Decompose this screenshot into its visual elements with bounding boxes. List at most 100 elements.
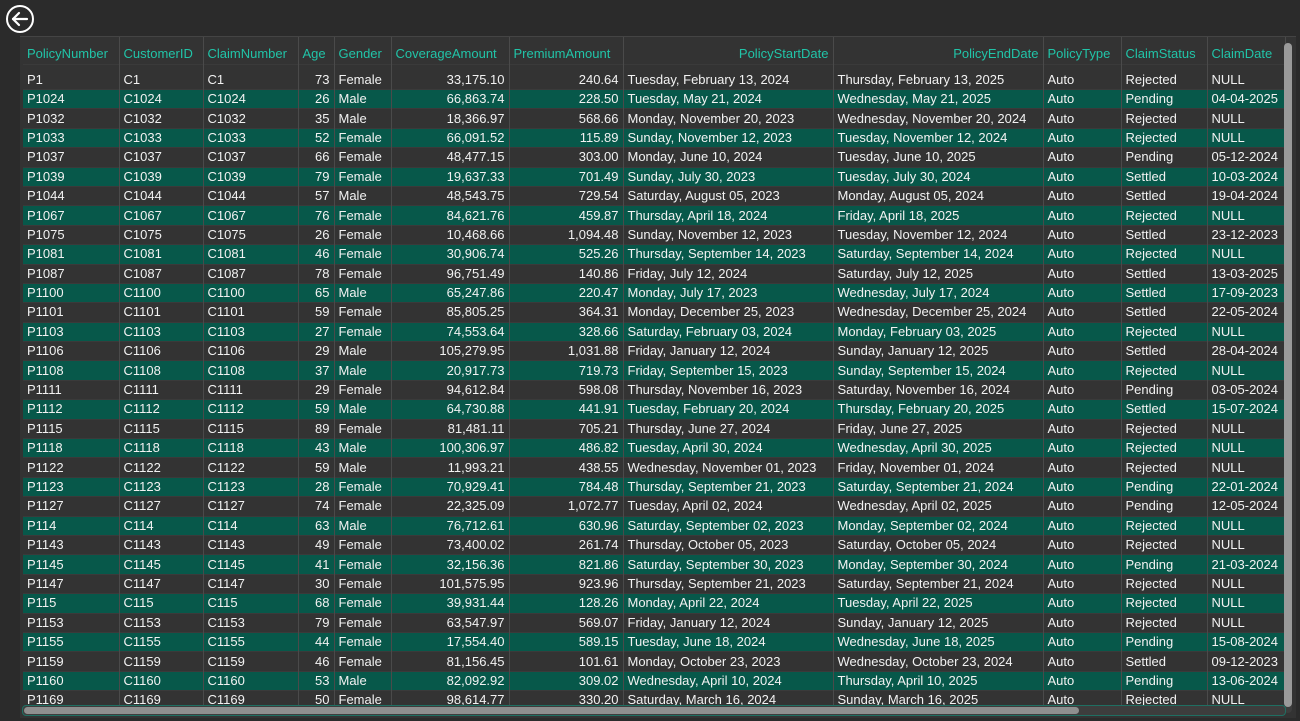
table-row[interactable]: P1100 C1100 C1100 65 Male 65,247.86 220.47 Mond… xyxy=(23,282,1286,303)
cell-policynumber: P1106 xyxy=(23,341,120,361)
table-row[interactable]: P1159 C1159 C1159 46 Female 81,156.45 101.61 Mo… xyxy=(23,651,1286,672)
column-header-policytype[interactable]: PolicyType xyxy=(1043,37,1122,65)
cell-claimdate: NULL xyxy=(1207,438,1286,458)
cell-policystartdate: Tuesday, February 13, 2024 xyxy=(623,64,834,90)
cell-claimstatus: Settled xyxy=(1121,185,1208,206)
cell-claimstatus: Rejected xyxy=(1121,244,1208,265)
cell-claimstatus: Rejected xyxy=(1121,438,1208,458)
column-header-policyenddate[interactable]: PolicyEndDate xyxy=(833,37,1044,65)
table-row[interactable]: P1145 C1145 C1145 41 Female 32,156.36 821.86 Sa… xyxy=(23,554,1286,575)
cell-claimdate: 15-08-2024 xyxy=(1207,631,1286,652)
table-row[interactable]: P1155 C1155 C1155 44 Female 17,554.40 589.15 Tu… xyxy=(23,631,1286,652)
top-bar xyxy=(0,0,1300,36)
cell-age: 28 xyxy=(298,476,335,497)
table-row[interactable]: P1112 C1112 C1112 59 Male 64,730.88 441.91 Tues… xyxy=(23,399,1286,420)
back-button[interactable] xyxy=(5,4,35,34)
table-row[interactable]: P114 C114 C114 63 Male 76,712.61 630.96 Saturda… xyxy=(23,515,1286,536)
table-row[interactable]: P1101 C1101 C1101 59 Female 85,805.25 364.31 Mo… xyxy=(23,302,1286,323)
table-row[interactable]: P1153 C1153 C1153 79 Female 63,547.97 569.07 Fr… xyxy=(23,612,1286,633)
cell-policystartdate: Thursday, June 27, 2024 xyxy=(623,418,834,439)
table-row[interactable]: P1118 C1118 C1118 43 Male 100,306.97 486.82 Tue… xyxy=(23,438,1286,458)
table-row[interactable]: P1103 C1103 C1103 27 Female 74,553.64 328.66 Sa… xyxy=(23,321,1286,342)
cell-claimnumber: C1067 xyxy=(203,205,299,226)
cell-claimnumber: C1123 xyxy=(203,476,299,497)
column-header-gender[interactable]: Gender xyxy=(334,37,392,65)
cell-policynumber: P1115 xyxy=(23,418,120,439)
table-row[interactable]: P115 C115 C115 68 Female 39,931.44 128.26 Monda… xyxy=(23,593,1286,614)
cell-policyenddate: Tuesday, June 10, 2025 xyxy=(833,147,1044,168)
horizontal-scroll-thumb[interactable] xyxy=(24,707,1079,714)
cell-age: 66 xyxy=(298,147,335,168)
table-row[interactable]: P1115 C1115 C1115 89 Female 81,481.11 705.21 Th… xyxy=(23,418,1286,439)
column-header-claimstatus[interactable]: ClaimStatus xyxy=(1121,37,1208,65)
column-header-age[interactable]: Age xyxy=(298,37,335,65)
cell-claimnumber: C1115 xyxy=(203,418,299,439)
cell-coverageamount: 100,306.97 xyxy=(391,438,510,458)
table-row[interactable]: P1123 C1123 C1123 28 Female 70,929.41 784.48 Th… xyxy=(23,476,1286,497)
table-row[interactable]: P1081 C1081 C1081 46 Female 30,906.74 525.26 Th… xyxy=(23,244,1286,265)
cell-gender: Male xyxy=(334,457,392,478)
cell-age: 65 xyxy=(298,282,335,303)
table-row[interactable]: P1032 C1032 C1032 35 Male 18,366.97 568.66 Mond… xyxy=(23,108,1286,129)
cell-policyenddate: Wednesday, December 25, 2024 xyxy=(833,302,1044,323)
vertical-scrollbar[interactable] xyxy=(1284,43,1292,713)
cell-claimnumber: C1075 xyxy=(203,224,299,245)
table-row[interactable]: P1039 C1039 C1039 79 Female 19,637.33 701.49 Su… xyxy=(23,166,1286,187)
column-header-premiumamount[interactable]: PremiumAmount xyxy=(509,37,624,65)
table-row[interactable]: P1147 C1147 C1147 30 Female 101,575.95 923.96 T… xyxy=(23,573,1286,594)
table-row[interactable]: P1067 C1067 C1067 76 Female 84,621.76 459.87 Th… xyxy=(23,205,1286,226)
table-row[interactable]: P1106 C1106 C1106 29 Male 105,279.95 1,031.88 F… xyxy=(23,341,1286,361)
cell-policytype: Auto xyxy=(1043,302,1122,323)
cell-policynumber: P1160 xyxy=(23,670,120,691)
cell-claimdate: 15-07-2024 xyxy=(1207,399,1286,420)
cell-policytype: Auto xyxy=(1043,457,1122,478)
table-row[interactable]: P1122 C1122 C1122 59 Male 11,993.21 438.55 Wedn… xyxy=(23,457,1286,478)
cell-customerid: C1118 xyxy=(119,438,204,458)
table-row[interactable]: P1160 C1160 C1160 53 Male 82,092.92 309.02 Wedn… xyxy=(23,670,1286,691)
column-header-policynumber[interactable]: PolicyNumber xyxy=(23,37,120,65)
cell-coverageamount: 94,612.84 xyxy=(391,379,510,400)
table-row[interactable]: P1024 C1024 C1024 26 Male 66,863.74 228.50 Tues… xyxy=(23,88,1286,109)
cell-policystartdate: Thursday, October 05, 2023 xyxy=(623,534,834,555)
cell-claimnumber: C1169 xyxy=(203,690,299,710)
cell-claimstatus: Pending xyxy=(1121,496,1208,517)
cell-claimstatus: Rejected xyxy=(1121,515,1208,536)
column-header-customerid[interactable]: CustomerID xyxy=(119,37,204,65)
cell-claimstatus: Pending xyxy=(1121,554,1208,575)
cell-policystartdate: Friday, January 12, 2024 xyxy=(623,612,834,633)
table-row[interactable]: P1169 C1169 C1169 50 Female 98,614.77 330.20 Sa… xyxy=(23,690,1286,710)
column-header-coverageamount[interactable]: CoverageAmount xyxy=(391,37,510,65)
cell-gender: Male xyxy=(334,88,392,109)
cell-claimstatus: Rejected xyxy=(1121,593,1208,614)
cell-premiumamount: 459.87 xyxy=(509,205,624,226)
cell-claimdate: 17-09-2023 xyxy=(1207,282,1286,303)
cell-coverageamount: 85,805.25 xyxy=(391,302,510,323)
cell-policynumber: P1103 xyxy=(23,321,120,342)
column-header-claimdate[interactable]: ClaimDate xyxy=(1207,37,1286,65)
table-row[interactable]: P1087 C1087 C1087 78 Female 96,751.49 140.86 Fr… xyxy=(23,263,1286,284)
cell-policyenddate: Friday, April 18, 2025 xyxy=(833,205,1044,226)
cell-premiumamount: 441.91 xyxy=(509,399,624,420)
cell-claimnumber: C1044 xyxy=(203,185,299,206)
table-row[interactable]: P1108 C1108 C1108 37 Male 20,917.73 719.73 Frid… xyxy=(23,360,1286,381)
cell-customerid: C1108 xyxy=(119,360,204,381)
table-row[interactable]: P1037 C1037 C1037 66 Female 48,477.15 303.00 Mo… xyxy=(23,147,1286,168)
table-row[interactable]: P1075 C1075 C1075 26 Female 10,468.66 1,094.48… xyxy=(23,224,1286,245)
table-row[interactable]: P1 C1 C1 73 Female 33,175.10 240.64 Tuesday, Fe… xyxy=(23,64,1286,90)
column-header-policystartdate[interactable]: PolicyStartDate xyxy=(623,37,834,65)
table-row[interactable]: P1127 C1127 C1127 74 Female 22,325.09 1,072.77… xyxy=(23,496,1286,517)
cell-policyenddate: Saturday, October 05, 2024 xyxy=(833,534,1044,555)
cell-claimnumber: C1087 xyxy=(203,263,299,284)
cell-age: 30 xyxy=(298,573,335,594)
vertical-scroll-thumb[interactable] xyxy=(1284,43,1292,707)
cell-policystartdate: Thursday, September 14, 2023 xyxy=(623,244,834,265)
cell-claimnumber: C1147 xyxy=(203,573,299,594)
table-row[interactable]: P1033 C1033 C1033 52 Female 66,091.52 115.89 Su… xyxy=(23,127,1286,148)
table-row[interactable]: P1111 C1111 C1111 29 Female 94,612.84 598.08 Th… xyxy=(23,379,1286,400)
table-row[interactable]: P1044 C1044 C1044 57 Male 48,543.75 729.54 Satu… xyxy=(23,185,1286,206)
column-header-claimnumber[interactable]: ClaimNumber xyxy=(203,37,299,65)
cell-policyenddate: Monday, February 03, 2025 xyxy=(833,321,1044,342)
horizontal-scrollbar[interactable] xyxy=(22,705,1286,716)
cell-policystartdate: Monday, June 10, 2024 xyxy=(623,147,834,168)
table-row[interactable]: P1143 C1143 C1143 49 Female 73,400.02 261.74 Th… xyxy=(23,534,1286,555)
